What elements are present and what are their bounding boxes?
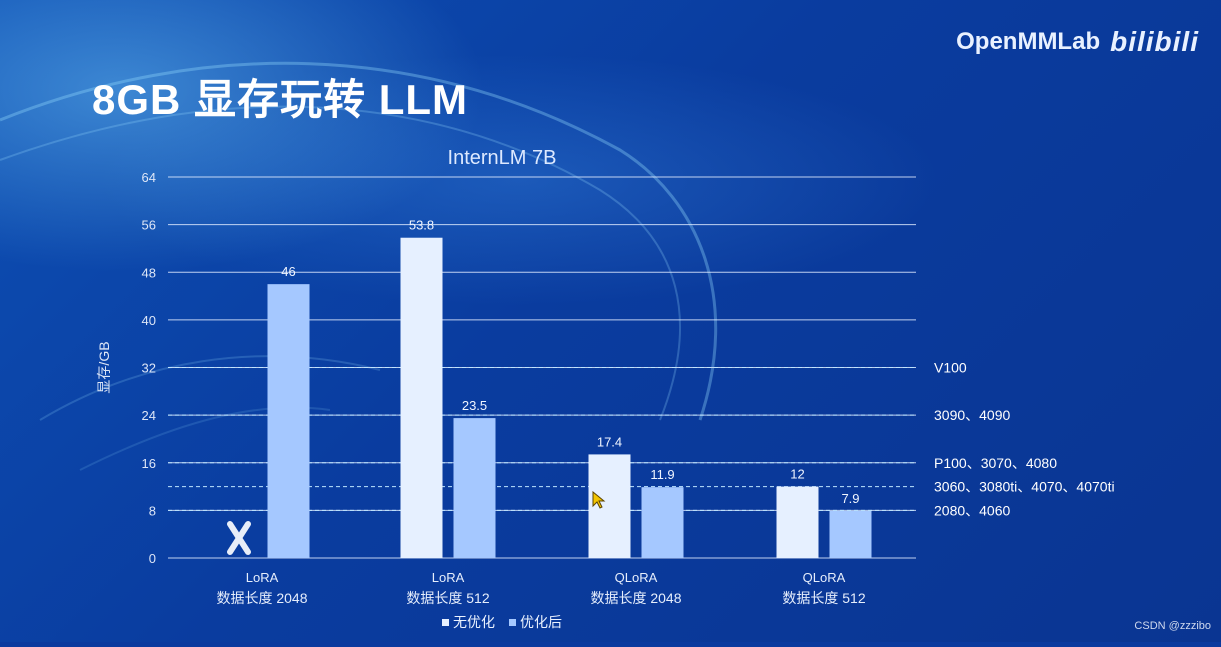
bar (776, 486, 819, 558)
brand-name: OpenMMLab (956, 28, 1101, 55)
reference-label: 3090、4090 (934, 407, 1011, 423)
chart-title: InternLM 7B (448, 147, 557, 169)
y-tick-label: 40 (142, 313, 156, 328)
legend-label-no-opt: 无优化 (453, 614, 495, 630)
legend-label-opt: 优化后 (520, 614, 562, 630)
bar (453, 418, 496, 558)
credit-text: CSDN @zzzibo (1134, 620, 1211, 632)
x-category-sublabel: 数据长度 512 (406, 590, 489, 606)
brand: OpenMMLab bilibili (956, 26, 1199, 58)
x-category-sublabel: 数据长度 2048 (216, 590, 307, 606)
reference-label: P100、3070、4080 (934, 455, 1057, 471)
data-label: 23.5 (462, 398, 487, 413)
y-tick-label: 16 (142, 456, 156, 471)
data-label: 17.4 (597, 434, 622, 449)
data-label: 7.9 (841, 491, 859, 506)
x-category-sublabel: 数据长度 2048 (590, 590, 681, 606)
y-tick-label: 24 (142, 408, 156, 423)
data-label: 12 (790, 467, 804, 482)
data-label: 46 (281, 264, 295, 279)
reference-label: 2080、4060 (934, 502, 1011, 518)
data-label: 53.8 (409, 218, 434, 233)
y-tick-label: 48 (142, 265, 156, 280)
slide-title: 8GB 显存玩转 LLM (92, 76, 468, 123)
legend-swatch-no-opt (442, 618, 449, 626)
legend-swatch-opt (509, 618, 516, 626)
cross-mark-icon (227, 521, 251, 555)
y-tick-label: 64 (142, 170, 156, 185)
reference-label: V100 (934, 360, 967, 376)
y-tick-label: 8 (149, 503, 156, 518)
y-tick-label: 0 (149, 551, 156, 566)
chart-legend: 无优化 优化后 (442, 612, 562, 632)
x-category-sublabel: 数据长度 512 (782, 590, 865, 606)
bilibili-logo: bilibili (1110, 26, 1199, 57)
legend-item-no-opt: 无优化 (442, 612, 495, 632)
y-tick-label: 56 (142, 218, 156, 233)
x-category-label: QLoRA (803, 570, 846, 585)
legend-item-opt: 优化后 (509, 612, 562, 632)
bar (400, 237, 443, 559)
reference-label: 3060、3080ti、4070、4070ti (934, 479, 1115, 495)
bar (267, 284, 310, 558)
bar (588, 454, 631, 558)
bar (829, 510, 872, 558)
y-axis-label: 显存/GB (96, 341, 112, 393)
y-tick-label: 32 (142, 361, 156, 376)
x-category-label: QLoRA (615, 570, 658, 585)
data-label: 11.9 (650, 467, 674, 482)
x-category-label: LoRA (246, 570, 279, 585)
bar (641, 487, 684, 558)
x-category-label: LoRA (432, 570, 465, 585)
mouse-cursor-icon (592, 491, 606, 509)
